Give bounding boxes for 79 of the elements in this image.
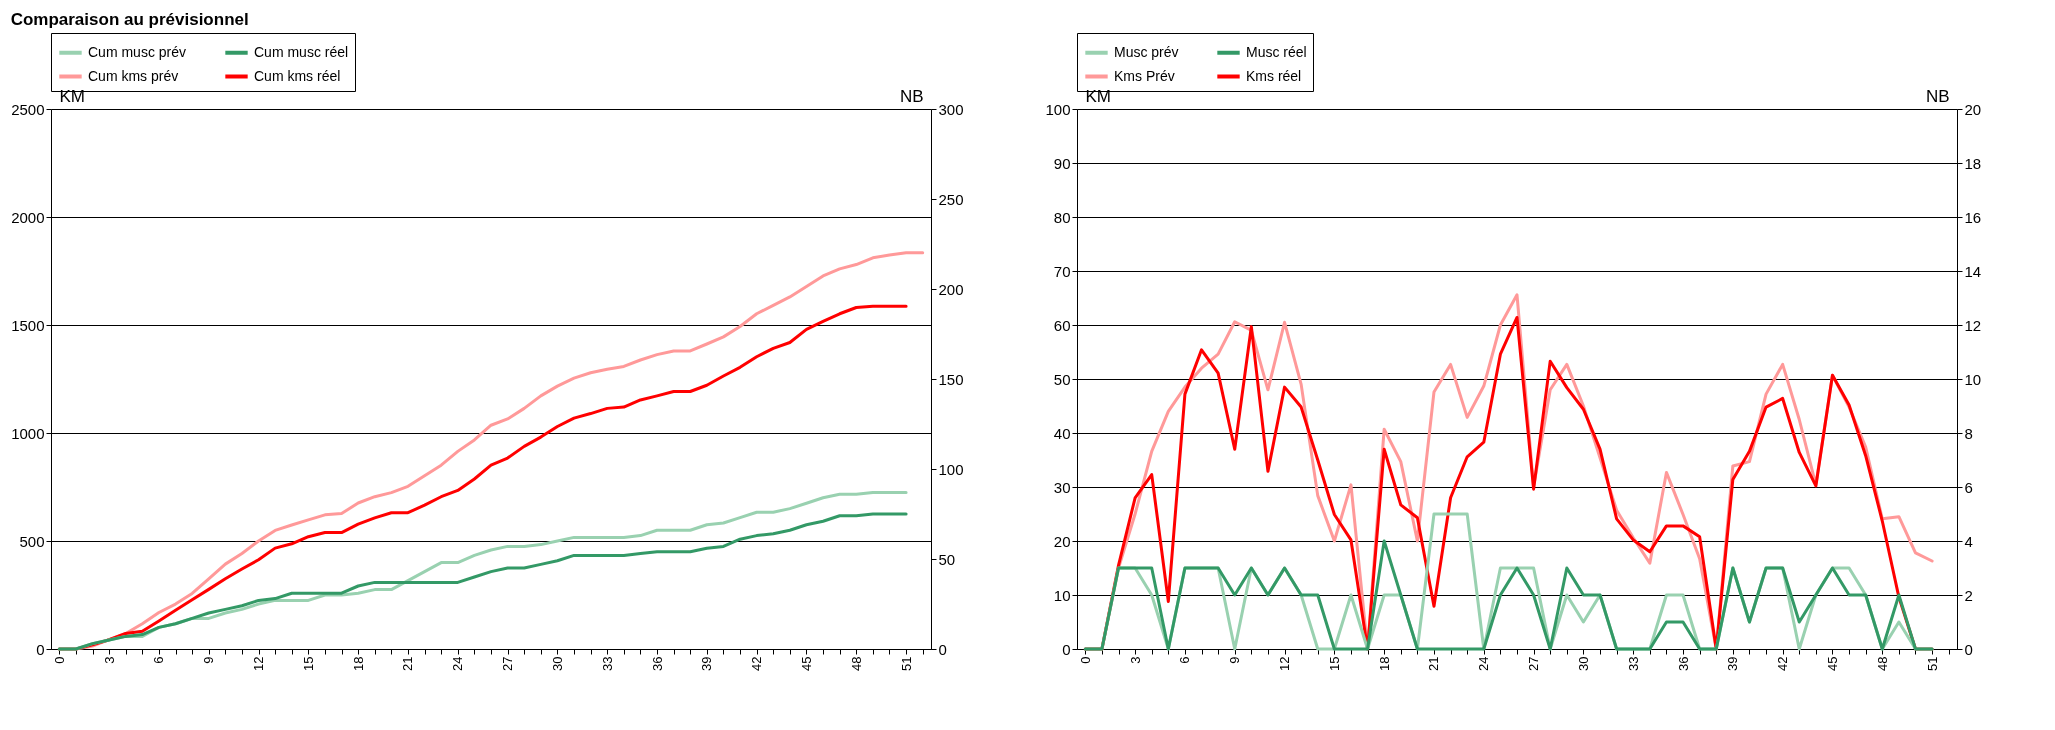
legend-label: Cum musc réel xyxy=(254,43,349,60)
x-tick-label: 21 xyxy=(1426,656,1442,671)
x-tick-label: 12 xyxy=(1277,656,1293,671)
x-tick-label: 36 xyxy=(649,656,665,671)
y2-tick-label: 16 xyxy=(1964,208,1982,226)
line-series xyxy=(1083,539,1934,651)
x-tick-label: 18 xyxy=(350,656,366,671)
x-tick-label: 30 xyxy=(549,656,565,671)
y2-tick-label: 14 xyxy=(1964,262,1982,280)
y-tick-label: 30 xyxy=(1053,478,1071,496)
x-tick-label: 15 xyxy=(1326,656,1342,671)
x-tick-label: 36 xyxy=(1675,656,1691,671)
y-tick-label: 1000 xyxy=(11,424,45,442)
y2-tick-label: 20 xyxy=(1964,100,1982,118)
y2-tick-label: 100 xyxy=(938,460,964,478)
x-tick-label: 3 xyxy=(1127,656,1143,664)
x-tick-label: 0 xyxy=(51,656,67,664)
x-tick-label: 6 xyxy=(151,656,167,664)
x-tick-label: 42 xyxy=(1775,656,1791,671)
legend-label: Cum kms réel xyxy=(254,67,341,84)
y2-tick-label: 300 xyxy=(938,100,964,118)
y-tick-label: 10 xyxy=(1053,586,1071,604)
y-tick-label: 1500 xyxy=(11,316,45,334)
y2-tick-label: 10 xyxy=(1964,370,1982,388)
legend-label: Cum musc prév xyxy=(88,43,187,60)
y2-tick-label: 200 xyxy=(938,280,964,298)
x-tick-label: 24 xyxy=(450,656,466,671)
y2-tick-label: 150 xyxy=(938,370,964,388)
legend-label: Kms Prév xyxy=(1114,67,1175,84)
x-tick-label: 21 xyxy=(400,656,416,671)
x-tick-label: 51 xyxy=(898,656,914,671)
legend-label: Musc réel xyxy=(1246,43,1307,60)
y-tick-label: 80 xyxy=(1053,208,1071,226)
y-tick-label: 40 xyxy=(1053,424,1071,442)
y2-tick-label: 8 xyxy=(1964,424,1973,442)
y2-axis-title: NB xyxy=(899,86,924,106)
y-tick-label: 90 xyxy=(1053,154,1071,172)
y2-tick-label: 250 xyxy=(938,190,964,208)
y-tick-label: 20 xyxy=(1053,532,1071,550)
y-tick-label: 50 xyxy=(1053,370,1071,388)
x-tick-label: 39 xyxy=(1725,656,1741,671)
chart-title: Comparaison au prévisionnel xyxy=(10,9,249,29)
x-tick-label: 3 xyxy=(101,656,117,664)
y-tick-label: 60 xyxy=(1053,316,1071,334)
x-tick-label: 27 xyxy=(500,656,516,671)
y2-tick-label: 18 xyxy=(1964,154,1982,172)
y2-tick-label: 4 xyxy=(1964,532,1973,550)
x-tick-label: 48 xyxy=(1874,656,1890,671)
x-tick-label: 18 xyxy=(1376,656,1392,671)
x-tick-label: 45 xyxy=(1824,656,1840,671)
x-tick-label: 39 xyxy=(699,656,715,671)
y-tick-label: 500 xyxy=(19,532,45,550)
y2-tick-label: 2 xyxy=(1964,586,1973,604)
y2-tick-label: 6 xyxy=(1964,478,1973,496)
y2-tick-label: 12 xyxy=(1964,316,1982,334)
x-tick-label: 30 xyxy=(1575,656,1591,671)
y-tick-label: 2000 xyxy=(11,208,45,226)
x-tick-label: 9 xyxy=(1227,656,1243,664)
y2-tick-label: 50 xyxy=(938,550,956,568)
x-tick-label: 6 xyxy=(1177,656,1193,664)
y-tick-label: 100 xyxy=(1045,100,1071,118)
x-tick-label: 45 xyxy=(798,656,814,671)
x-tick-label: 51 xyxy=(1924,656,1940,671)
legend-label: Kms réel xyxy=(1246,67,1302,84)
x-tick-label: 24 xyxy=(1476,656,1492,671)
y2-axis-title: NB xyxy=(1925,86,1950,106)
y-tick-label: 70 xyxy=(1053,262,1071,280)
x-tick-label: 48 xyxy=(848,656,864,671)
x-tick-label: 9 xyxy=(201,656,217,664)
legend-label: Cum kms prév xyxy=(88,67,179,84)
x-tick-label: 42 xyxy=(749,656,765,671)
legend-label: Musc prév xyxy=(1114,43,1179,60)
x-tick-label: 33 xyxy=(1625,656,1641,671)
x-tick-label: 15 xyxy=(300,656,316,671)
x-tick-label: 12 xyxy=(251,656,267,671)
x-tick-label: 0 xyxy=(1077,656,1093,664)
x-tick-label: 27 xyxy=(1526,656,1542,671)
x-tick-label: 33 xyxy=(599,656,615,671)
y-tick-label: 2500 xyxy=(11,100,45,118)
